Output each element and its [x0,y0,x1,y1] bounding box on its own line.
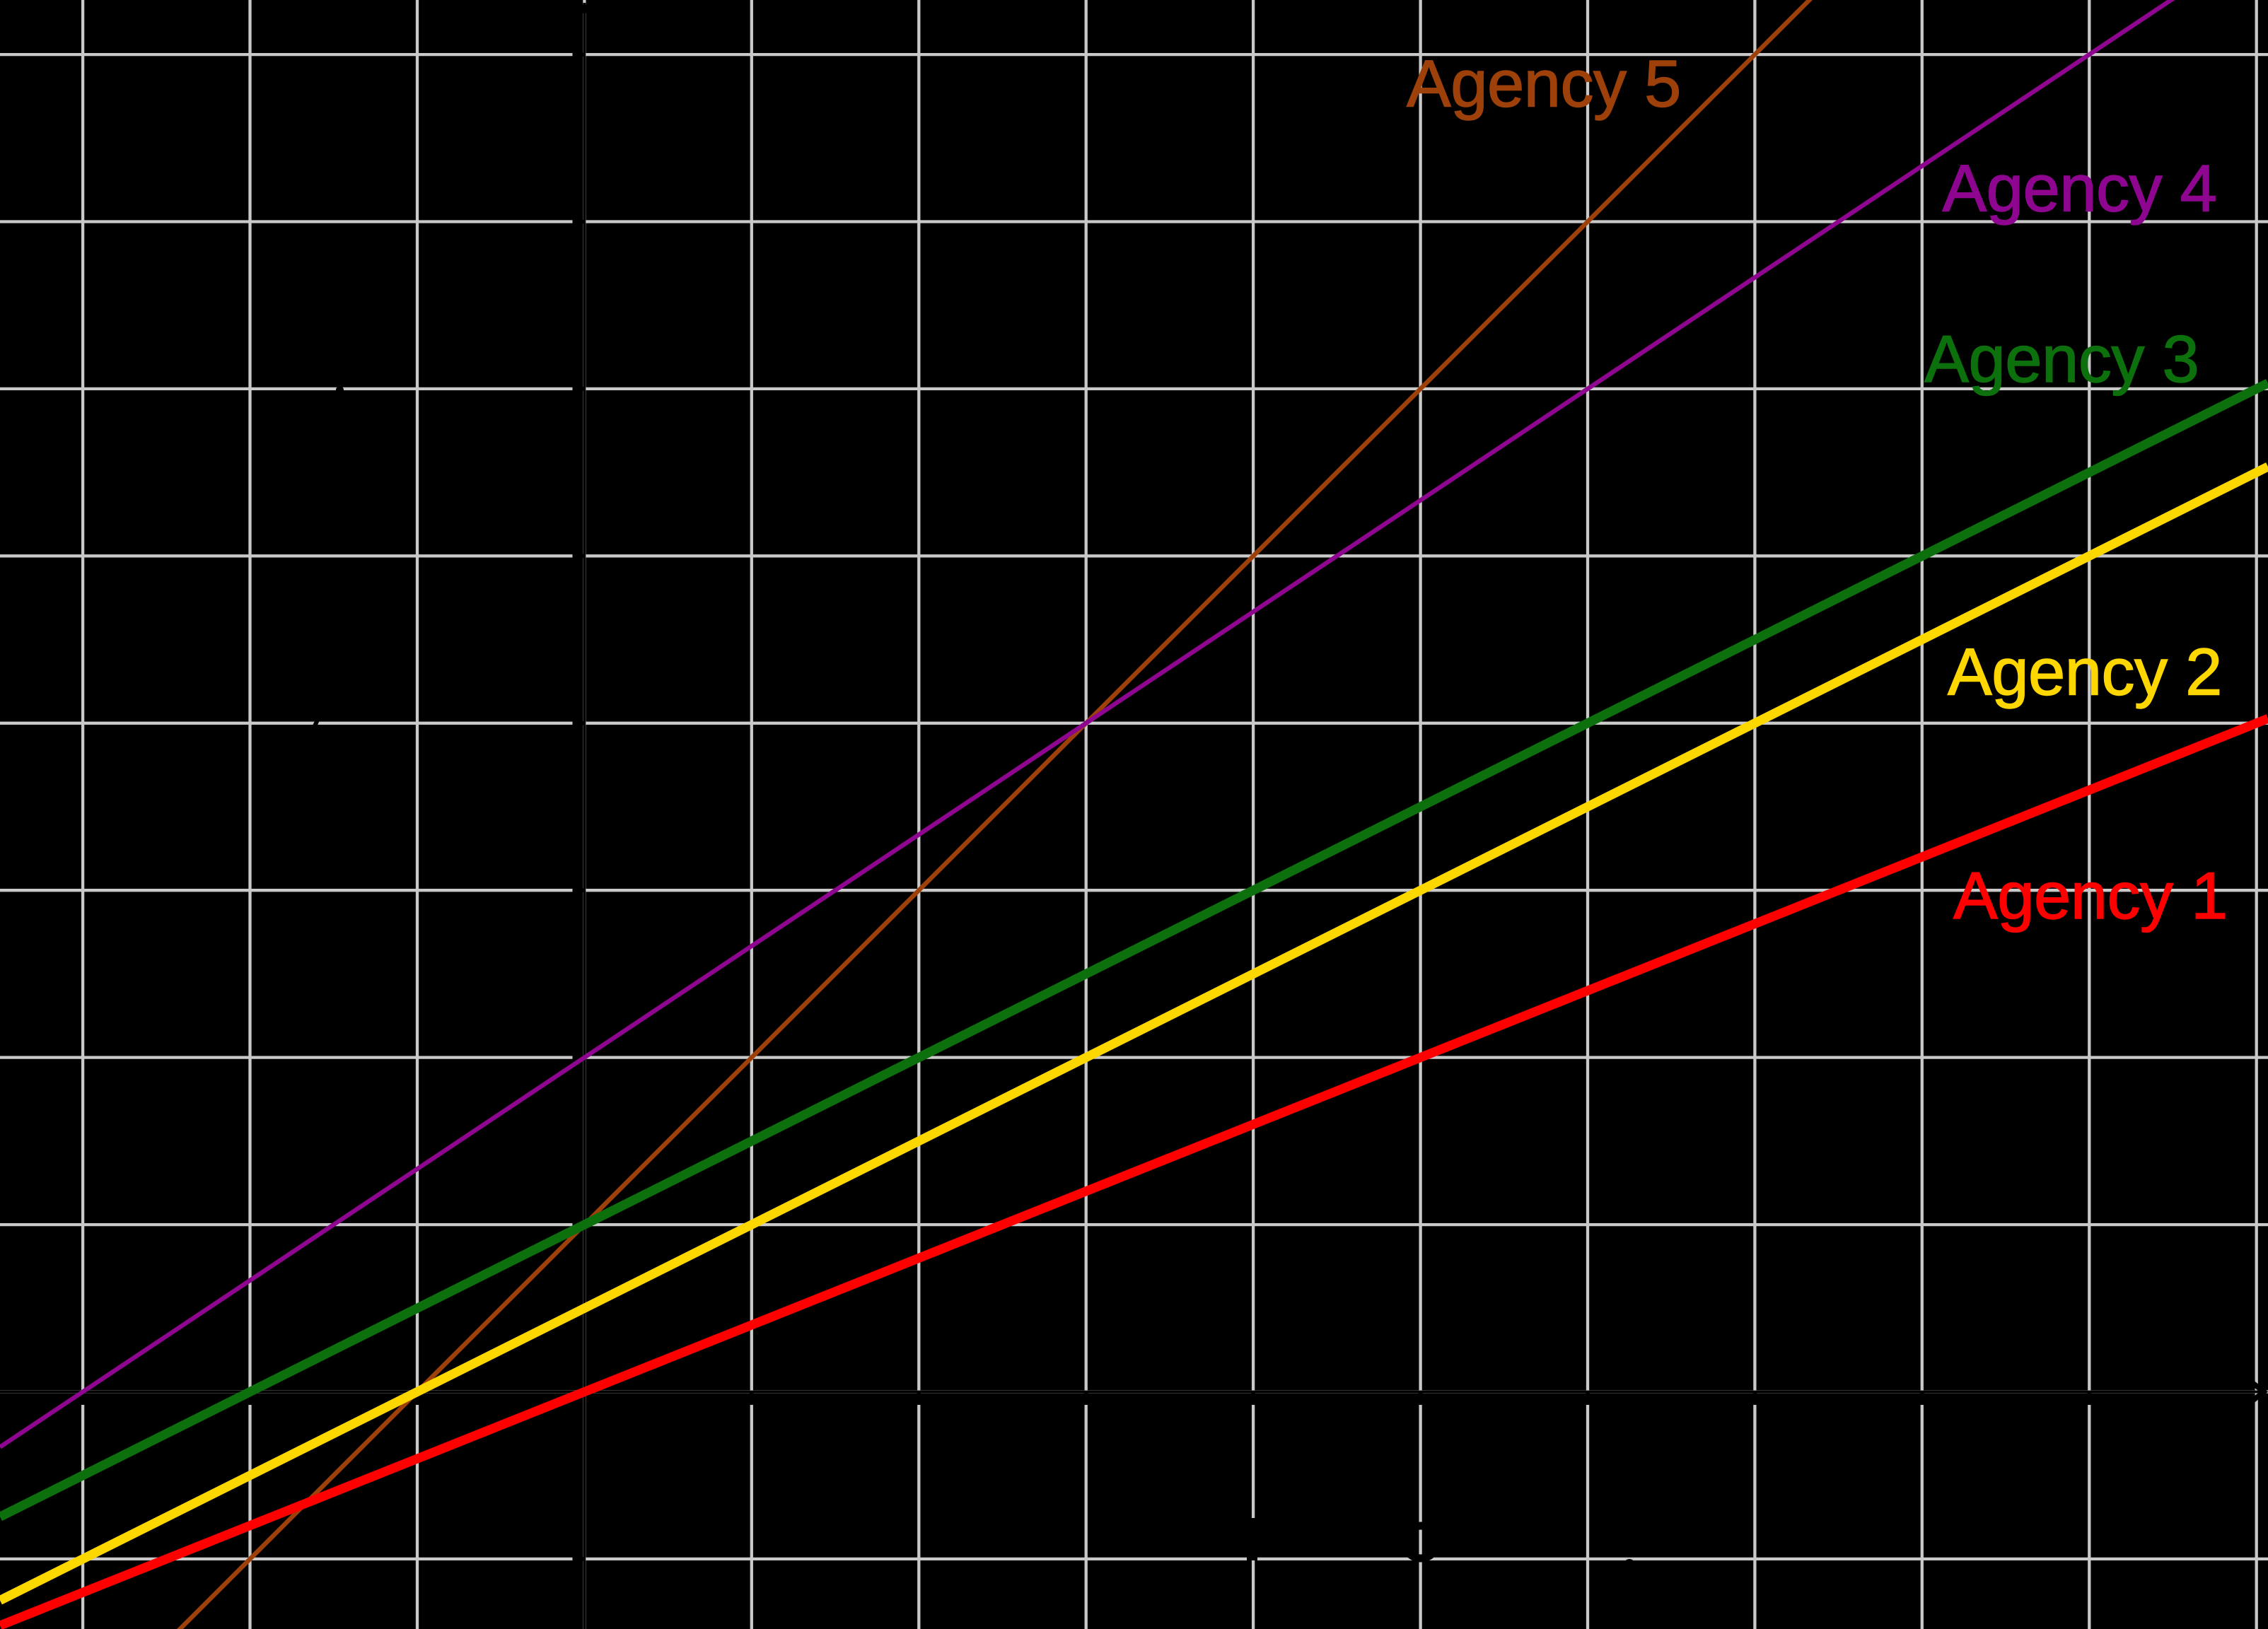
svg-text:Agency 5: Agency 5 [1407,46,1681,120]
svg-text:Agency 3: Agency 3 [1924,322,2199,396]
svg-text:Agency 2: Agency 2 [1948,635,2222,709]
svg-text:Agency 4: Agency 4 [1943,151,2217,225]
svg-text:Agency 1: Agency 1 [1953,858,2228,933]
